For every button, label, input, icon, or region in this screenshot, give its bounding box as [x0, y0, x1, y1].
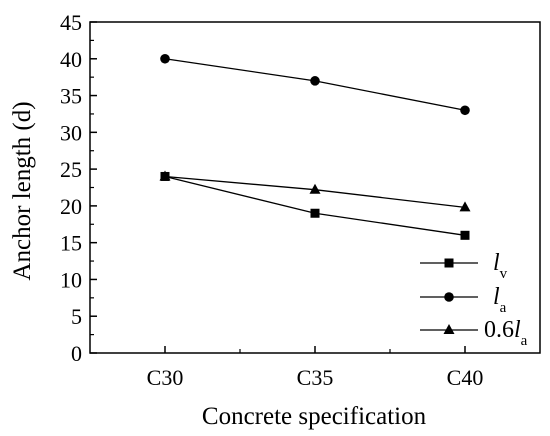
series-layer [159, 53, 471, 240]
data-point [309, 183, 321, 194]
x-tick-label: C30 [147, 365, 184, 390]
data-point [460, 230, 470, 240]
y-tick-label: 25 [60, 157, 82, 182]
data-point [460, 105, 470, 116]
legend-label: la [493, 284, 507, 316]
x-axis-title: Concrete specification [202, 403, 427, 430]
data-point [160, 53, 170, 64]
legend-marker [444, 258, 454, 268]
y-axis: 0 5 10 15 20 25 30 35 40 45 [60, 10, 97, 366]
y-tick-label: 10 [60, 267, 82, 292]
legend-label: 0.6la [484, 317, 528, 349]
legend-entry-0.6la: 0.6la [420, 317, 528, 349]
series-0.6la [159, 170, 471, 212]
y-tick-label: 45 [60, 10, 82, 35]
data-point [459, 201, 471, 212]
legend-marker [444, 292, 454, 302]
y-tick-label: 40 [60, 47, 82, 72]
legend-label: lv [493, 250, 508, 282]
data-point [159, 170, 171, 181]
x-axis: C30 C35 C40 [147, 346, 484, 390]
series-la [160, 53, 470, 116]
legend-entry-lv: lv [420, 250, 508, 282]
y-tick-label: 35 [60, 84, 82, 109]
x-tick-label: C40 [447, 365, 484, 390]
data-point [310, 208, 320, 218]
y-tick-label: 30 [60, 120, 82, 145]
data-point [310, 76, 320, 86]
y-tick-label: 0 [71, 341, 82, 366]
y-tick-label: 15 [60, 231, 82, 256]
series-lv [160, 171, 470, 240]
legend-marker [443, 324, 455, 334]
y-axis-title: Anchor length (d) [9, 101, 36, 280]
y-tick-label: 20 [60, 194, 82, 219]
legend-entry-la: la [420, 284, 507, 316]
y-tick-label: 5 [71, 304, 82, 329]
x-tick-label: C35 [297, 365, 334, 390]
